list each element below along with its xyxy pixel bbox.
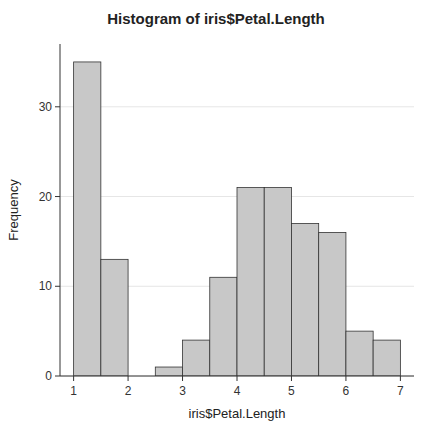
y-tick-label: 0 xyxy=(45,369,52,383)
axes: 1 2 3 4 5 6 7 0 10 20 30 xyxy=(39,44,414,398)
bar xyxy=(101,259,128,376)
bar xyxy=(373,340,400,376)
x-tick xyxy=(73,376,74,381)
bar xyxy=(210,277,237,376)
bars xyxy=(74,62,401,376)
x-tick xyxy=(182,376,183,381)
x-tick-label: 3 xyxy=(179,384,186,398)
y-tick-label: 30 xyxy=(39,100,53,114)
y-tick-label: 10 xyxy=(39,279,53,293)
bar xyxy=(264,188,291,376)
y-tick xyxy=(55,196,60,197)
y-tick xyxy=(55,286,60,287)
bar xyxy=(291,223,318,376)
chart: 1 2 3 4 5 6 7 0 10 20 30 Histogram of iris$Petal.Le… xyxy=(0,0,432,432)
bar xyxy=(155,367,182,376)
grid xyxy=(60,107,414,376)
x-tick xyxy=(128,376,129,381)
x-tick xyxy=(400,376,401,381)
x-tick-label: 1 xyxy=(70,384,77,398)
grid-line xyxy=(60,106,414,107)
bar xyxy=(346,331,373,376)
y-tick xyxy=(55,376,60,377)
title: Histogram of iris$Petal.Length xyxy=(107,10,325,27)
x-tick-label: 7 xyxy=(397,384,404,398)
x-tick-label: 5 xyxy=(288,384,295,398)
bar xyxy=(74,62,101,376)
bar xyxy=(183,340,210,376)
x-tick-label: 6 xyxy=(343,384,350,398)
bar xyxy=(319,232,346,376)
x-tick xyxy=(291,376,292,381)
y-tick-label: 20 xyxy=(39,190,53,204)
chart-container: 1 2 3 4 5 6 7 0 10 20 30 Histogram of iris$Petal.Le… xyxy=(0,0,432,432)
x-tick xyxy=(237,376,238,381)
x-tick-label: 2 xyxy=(125,384,132,398)
y-axis-line xyxy=(60,44,61,376)
y-tick xyxy=(55,106,60,107)
bar xyxy=(237,188,264,376)
x-axis-label: iris$Petal.Length xyxy=(189,406,286,421)
x-tick xyxy=(345,376,346,381)
x-tick-label: 4 xyxy=(234,384,241,398)
y-axis-label: Frequency xyxy=(6,179,21,241)
